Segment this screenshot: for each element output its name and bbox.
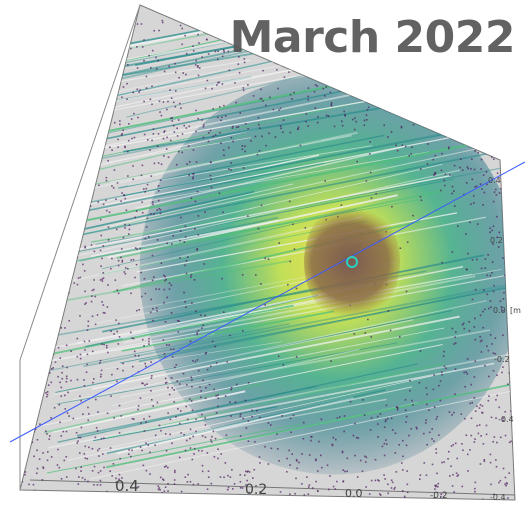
bottom-tick-1: 0.2 bbox=[245, 482, 267, 498]
dense-core bbox=[304, 200, 400, 324]
date-overlay-title: March 2022 bbox=[230, 12, 515, 63]
right-tick-3: -0.2 bbox=[494, 355, 510, 364]
right-tick-0: 0.4 bbox=[488, 176, 501, 185]
bottom-tick-0: 0.4 bbox=[115, 477, 139, 495]
right-tick-1: 0.2 bbox=[490, 236, 503, 245]
bottom-tick-2: 0.0 bbox=[345, 487, 363, 500]
right-unit: [m bbox=[510, 306, 521, 315]
bottom-tick-3: -0.2 bbox=[430, 491, 448, 501]
right-tick-2: 0.0 bbox=[493, 306, 506, 315]
right-tick-4: -0.4 bbox=[498, 415, 514, 424]
bottom-tick-4: -0.4 bbox=[490, 493, 506, 502]
